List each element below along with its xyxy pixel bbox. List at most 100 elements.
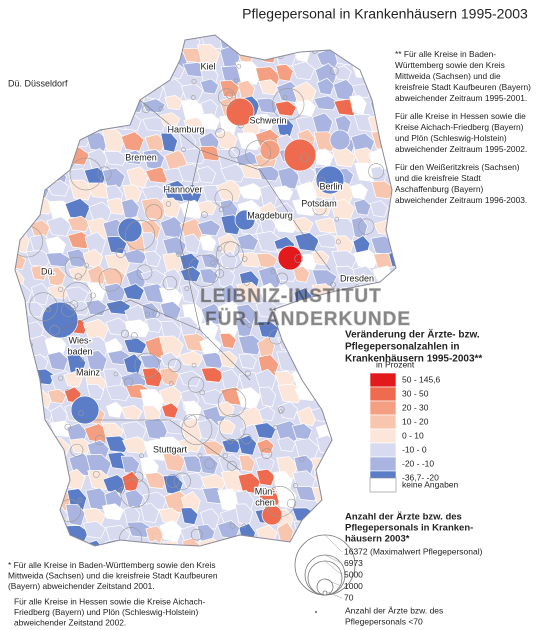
legend-label: -10 - 0 — [402, 444, 427, 454]
hospital-circle — [64, 389, 70, 395]
city-label: Mün- — [255, 486, 276, 496]
district — [101, 167, 126, 188]
district — [29, 219, 51, 238]
hospital-circle — [241, 523, 247, 529]
district — [67, 215, 91, 233]
hospital-circle — [256, 118, 262, 124]
hospital-circle — [136, 264, 153, 281]
district — [216, 401, 235, 418]
size-legend-leader — [324, 590, 343, 599]
city-label: Bremen — [125, 152, 157, 162]
legend-label: 20 - 30 — [402, 402, 429, 412]
district — [45, 266, 66, 287]
district — [220, 283, 238, 305]
hospital-circle — [94, 434, 106, 446]
district — [159, 367, 180, 386]
district — [199, 113, 220, 130]
city-label: Dresden — [340, 273, 374, 283]
district — [200, 303, 224, 325]
district — [121, 198, 140, 220]
district-highlight — [70, 395, 100, 425]
size-legend-label: 6973 — [344, 558, 363, 568]
district — [196, 200, 217, 216]
district — [123, 248, 148, 265]
district — [216, 179, 243, 203]
hospital-circle — [78, 410, 85, 417]
note-right: und die kreisfreie Stadt — [395, 173, 481, 183]
legend-title: Veränderung der Ärzte- bzw. — [345, 328, 480, 341]
size-legend-leader — [324, 534, 343, 553]
district — [316, 77, 335, 96]
district-highlight — [283, 138, 317, 172]
district — [162, 451, 186, 472]
hospital-circle — [168, 381, 174, 386]
abbreviation: Dü. Düsseldorf — [8, 78, 68, 88]
district — [88, 201, 113, 223]
district — [329, 199, 355, 222]
district — [178, 350, 204, 367]
legend-title: Krankenhäusern 1995-2003** — [345, 354, 482, 365]
hospital-circle — [191, 79, 197, 84]
district — [47, 351, 69, 371]
district — [45, 252, 71, 268]
district — [273, 283, 293, 305]
size-legend-label: 5000 — [344, 569, 363, 579]
district — [294, 438, 320, 461]
district — [238, 454, 256, 473]
note-right: abweichender Zeitraum 1996-2003. — [395, 195, 527, 205]
district — [140, 269, 166, 286]
hospital-circle — [276, 272, 288, 284]
district — [105, 384, 132, 401]
district — [201, 440, 225, 456]
district — [65, 504, 86, 527]
district — [257, 336, 275, 360]
district — [274, 100, 297, 117]
hospital-circle — [92, 470, 100, 478]
hospital-circle — [261, 448, 273, 459]
district — [199, 78, 219, 95]
district — [178, 370, 202, 387]
note-right: kreisfreie Stadt Kaufbeuren (Bayern) — [395, 82, 531, 92]
district — [162, 474, 184, 496]
district — [45, 236, 67, 257]
district — [103, 150, 128, 166]
legend-swatch-no-data — [369, 477, 397, 493]
size-legend-title: Anzahl der Ärzte bzw. des — [345, 512, 462, 523]
district — [311, 269, 338, 287]
district — [82, 508, 106, 527]
district — [160, 132, 178, 153]
district — [277, 166, 301, 190]
district — [200, 388, 226, 406]
district — [221, 437, 242, 454]
hospital-circle — [162, 275, 178, 291]
hospital-circle — [70, 443, 84, 457]
size-legend-title: Pflegepersonals in Kranken- — [345, 523, 473, 534]
district — [122, 149, 145, 165]
district — [200, 99, 218, 117]
city-label: Stuttgart — [153, 444, 188, 454]
hospital-circle — [176, 251, 182, 258]
hospital-circle — [329, 66, 339, 76]
hospital-circle — [210, 260, 216, 266]
note-bottom: Für alle Kreise in Hessen sowie die Krei… — [14, 597, 206, 607]
legend-swatch — [369, 428, 397, 444]
legend-title: Pflegepersonalzahlen in — [345, 342, 459, 353]
district — [259, 184, 279, 208]
district — [123, 353, 143, 375]
hospital-circle — [173, 472, 191, 490]
note-bottom: Friedberg (Bayern) und Plön (Schleswig-H… — [14, 607, 199, 617]
legend-label: -20 - -10 — [402, 458, 434, 468]
district — [277, 436, 296, 453]
hospital-circle — [244, 370, 251, 377]
district-highlight — [277, 245, 303, 271]
district — [312, 200, 332, 217]
hospital-circle — [227, 438, 234, 445]
city-label: Wies- — [69, 335, 92, 345]
district — [350, 183, 368, 200]
hospital-circle — [292, 483, 298, 488]
hospital-circle — [245, 140, 272, 167]
district — [180, 507, 199, 525]
district — [159, 385, 183, 407]
